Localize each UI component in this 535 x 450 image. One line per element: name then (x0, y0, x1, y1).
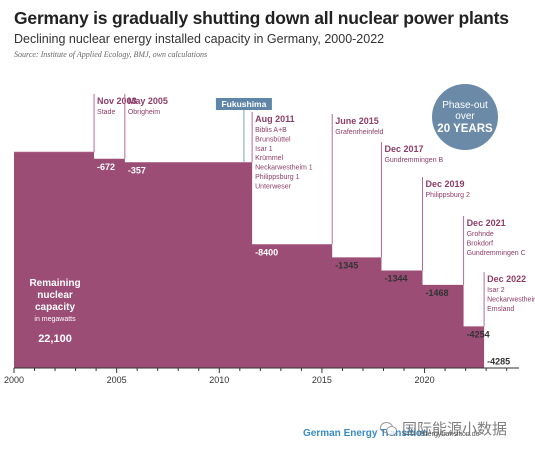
event-plant-6-0: Grohnde (467, 231, 494, 238)
footer-brand: German Energy Transition (303, 428, 429, 439)
event-change-1: -357 (128, 165, 146, 175)
badge-line-1: Phase-out (442, 100, 488, 111)
event-plant-7-2: Emsland (487, 306, 514, 313)
chart-source: Source: Institute of Applied Ecology, BM… (14, 50, 208, 59)
event-plant-0-0: Stade (97, 109, 115, 116)
event-plant-6-1: Brokdorf (467, 240, 494, 247)
event-change-0: -672 (97, 162, 115, 172)
x-tick-label-2000: 2000 (4, 375, 24, 385)
initial-label-3: capacity (35, 302, 75, 313)
event-date-0: Nov 2003 (97, 96, 137, 106)
event-plant-7-1: Neckarwestheim 2 (487, 296, 535, 303)
event-change-6: -4254 (467, 329, 490, 339)
initial-label-1: Remaining (29, 278, 80, 289)
event-plant-7-0: Isar 2 (487, 287, 505, 294)
event-change-7: -4285 (487, 356, 510, 366)
initial-unit: in megawatts (34, 316, 76, 323)
event-change-5: -1468 (426, 288, 449, 298)
fukushima-box (215, 98, 272, 110)
event-date-4: Dec 2017 (384, 144, 423, 154)
x-tick-label-2015: 2015 (312, 375, 332, 385)
chart-title: Germany is gradually shutting down all n… (14, 8, 509, 28)
initial-label-2: nuclear (37, 290, 73, 301)
event-plant-2-4: Neckarwestheim 1 (255, 165, 313, 172)
event-date-2: Aug 2011 (255, 114, 295, 124)
x-tick-label-2010: 2010 (209, 375, 229, 385)
event-date-5: Dec 2019 (426, 179, 465, 189)
event-plant-4-0: Gundremmingen B (384, 157, 443, 164)
watermark: 国际能源小数据 (380, 413, 530, 443)
event-plant-1-0: Obrigheim (128, 109, 160, 116)
phase-out-badge (432, 84, 498, 150)
badge-line-2: over (455, 111, 475, 122)
footer-url: energytransition.de (420, 431, 480, 438)
event-change-4: -1344 (384, 274, 407, 284)
x-tick-label-2005: 2005 (107, 375, 127, 385)
wechat-icon (380, 420, 398, 436)
event-date-1: May 2005 (128, 96, 168, 106)
event-date-7: Dec 2022 (487, 274, 526, 284)
initial-value: 22,100 (38, 333, 72, 345)
fukushima-label: Fukushima (221, 99, 266, 109)
event-plant-2-0: Biblis A+B (255, 127, 287, 134)
event-change-3: -1345 (335, 260, 358, 270)
watermark-text: 国际能源小数据 (402, 419, 508, 438)
event-plant-6-2: Gundremmingen C (467, 250, 526, 257)
event-plant-2-5: Philippsburg 1 (255, 174, 299, 181)
capacity-area (14, 152, 485, 368)
event-date-6: Dec 2021 (467, 218, 506, 228)
badge-line-3: 20 YEARS (437, 123, 493, 135)
chart-subtitle: Declining nuclear energy installed capac… (14, 32, 385, 46)
event-plant-2-6: Unterweser (255, 183, 291, 190)
event-date-3: June 2015 (335, 116, 379, 126)
event-change-2: -8400 (255, 247, 278, 257)
event-plant-2-2: Isar 1 (255, 146, 273, 153)
event-plant-2-3: Krümmel (255, 155, 283, 162)
event-plant-5-0: Philippsburg 2 (426, 192, 470, 199)
event-plant-3-0: Grafenrheinfeld (335, 129, 383, 136)
event-plant-2-1: Brunsbüttel (255, 136, 291, 143)
x-tick-label-2020: 2020 (415, 375, 435, 385)
